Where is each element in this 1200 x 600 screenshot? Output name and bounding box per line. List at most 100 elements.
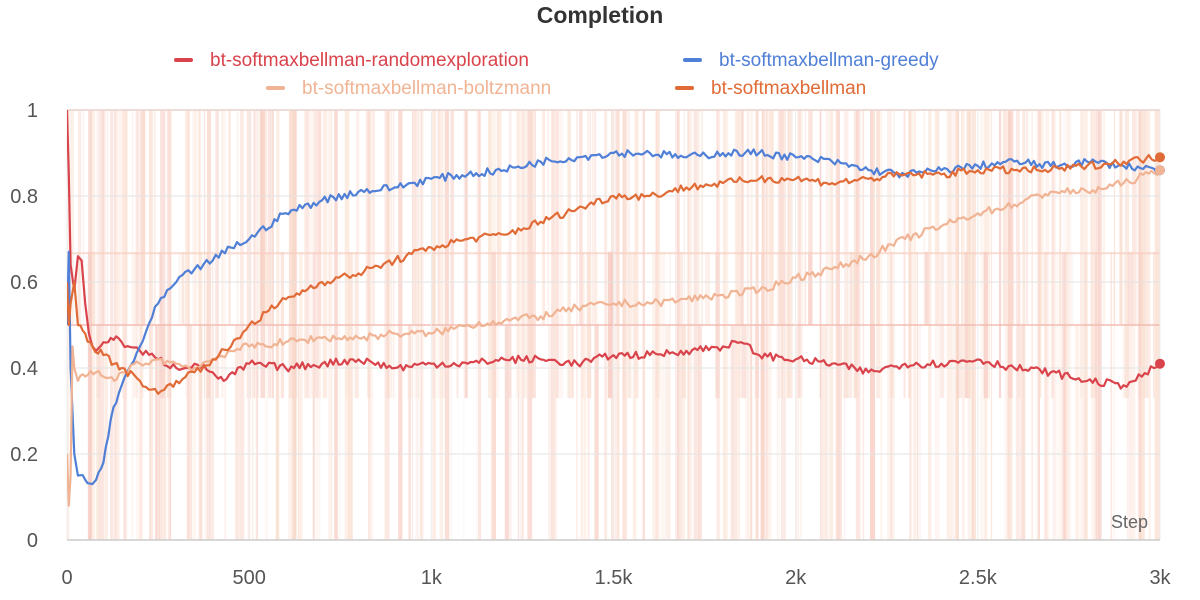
raw-data-band: [861, 110, 864, 325]
raw-data-band: [161, 325, 167, 540]
raw-data-band: [683, 110, 685, 325]
raw-data-band: [256, 325, 259, 540]
raw-data-band: [82, 110, 84, 325]
raw-data-band: [185, 110, 187, 325]
raw-data-band: [186, 325, 192, 540]
raw-data-band: [315, 325, 321, 540]
raw-data-band: [135, 110, 139, 325]
raw-data-band: [1113, 110, 1115, 325]
raw-data-band: [769, 110, 774, 325]
raw-data-band: [504, 325, 509, 540]
series-endpoint-marker[interactable]: [1155, 358, 1165, 369]
raw-data-band: [679, 251, 683, 325]
raw-data-band: [581, 325, 584, 540]
raw-data-band: [631, 251, 636, 325]
raw-data-band: [542, 110, 545, 325]
raw-data-band: [318, 110, 322, 325]
raw-data-band: [835, 251, 837, 325]
raw-data-band: [1009, 110, 1014, 325]
raw-data-band: [77, 251, 80, 325]
raw-data-band: [634, 110, 639, 325]
raw-data-band: [1026, 110, 1029, 325]
raw-data-band: [211, 251, 214, 540]
legend-label: bt-softmaxbellman-boltzmann: [302, 78, 551, 99]
raw-data-band: [240, 325, 246, 540]
raw-data-band: [407, 325, 412, 399]
x-tick-label: 1k: [421, 567, 443, 589]
raw-data-band: [856, 325, 859, 399]
raw-data-band: [252, 325, 254, 540]
raw-data-band: [1090, 325, 1096, 399]
raw-data-band: [186, 325, 191, 540]
x-tick-label: 2k: [785, 567, 807, 589]
raw-data-band: [206, 251, 208, 540]
raw-data-band: [436, 325, 442, 399]
raw-data-band: [916, 251, 918, 540]
raw-data-band: [447, 325, 453, 540]
x-axis-label: Step: [1111, 512, 1148, 532]
y-tick-label: 0.4: [10, 358, 38, 380]
raw-data-band: [768, 110, 771, 325]
endpoint-layer: [1155, 152, 1165, 369]
series-endpoint-marker[interactable]: [1155, 152, 1165, 163]
raw-data-band: [745, 325, 750, 540]
raw-data-band: [275, 325, 279, 540]
raw-data-band: [1002, 110, 1007, 325]
series-line-3[interactable]: [67, 169, 1161, 507]
raw-data-band: [679, 325, 683, 540]
raw-data-band: [616, 110, 618, 325]
raw-data-band: [311, 325, 315, 399]
raw-data-band: [1128, 251, 1134, 325]
raw-data-band: [700, 110, 704, 325]
raw-data-band: [1120, 110, 1123, 325]
raw-data-band: [491, 251, 496, 540]
legend-item[interactable]: bt-softmaxbellman: [675, 78, 866, 99]
raw-data-band: [224, 325, 227, 540]
series-endpoint-marker[interactable]: [1155, 165, 1165, 176]
raw-data-band: [570, 325, 574, 399]
raw-data-band: [155, 325, 160, 540]
raw-data-band: [198, 325, 203, 540]
raw-data-band: [178, 251, 181, 325]
raw-data-band: [839, 325, 842, 540]
raw-data-band: [267, 325, 272, 399]
raw-data-band: [917, 325, 922, 540]
raw-data-band: [78, 110, 82, 325]
raw-data-band: [594, 325, 599, 540]
raw-data-band: [935, 110, 940, 325]
chart-title: Completion: [536, 2, 664, 28]
raw-data-band: [347, 251, 353, 540]
raw-data-band: [820, 325, 823, 540]
legend-item[interactable]: bt-softmaxbellman-randomexploration: [174, 50, 529, 71]
raw-data-band: [594, 110, 597, 325]
legend[interactable]: bt-softmaxbellman-randomexploration bt-so…: [174, 50, 939, 99]
x-tick-label: 2.5k: [959, 567, 998, 589]
raw-data-band: [412, 110, 417, 325]
raw-data-band: [1007, 325, 1013, 540]
series-line-1[interactable]: [67, 109, 1161, 390]
raw-data-band: [1069, 251, 1074, 325]
raw-data-band: [1148, 325, 1151, 540]
raw-data-band: [781, 110, 785, 325]
legend-label: bt-softmaxbellman: [711, 78, 866, 99]
y-tick-label: 0.2: [10, 444, 38, 466]
raw-data-band: [289, 110, 292, 325]
raw-data-band: [652, 251, 657, 540]
raw-data-band: [265, 251, 271, 325]
raw-data-band: [1122, 325, 1127, 399]
raw-data-band: [1044, 251, 1048, 540]
series-line-2[interactable]: [67, 148, 1161, 486]
raw-data-band: [642, 325, 645, 399]
raw-data-band: [1055, 251, 1061, 540]
raw-data-band: [1061, 251, 1067, 540]
raw-data-band: [267, 110, 272, 325]
raw-data-band: [456, 325, 459, 399]
raw-data-band: [70, 110, 74, 325]
y-tick-label: 0.6: [10, 272, 38, 294]
legend-item[interactable]: bt-softmaxbellman-boltzmann: [266, 78, 551, 99]
legend-item[interactable]: bt-softmaxbellman-greedy: [683, 50, 939, 71]
raw-data-band: [506, 251, 512, 325]
raw-data-band: [433, 251, 435, 325]
x-tick-label: 500: [232, 567, 265, 589]
series-line-4[interactable]: [67, 154, 1161, 395]
